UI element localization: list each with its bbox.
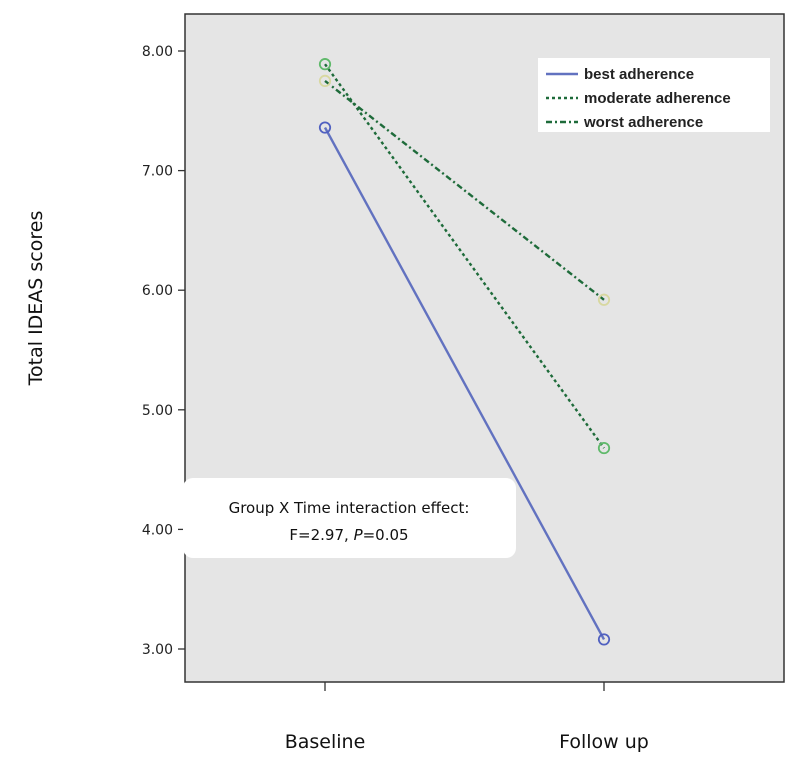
annotation-box [183, 478, 516, 558]
series-3-point-1 [318, 74, 332, 88]
y-axis: 3.00 4.00 5.00 6.00 7.00 8.00 [142, 44, 185, 658]
legend: best adherence moderate adherence worst ad… [538, 58, 770, 132]
series-1-point-1 [318, 121, 332, 134]
y-tick-label: 4.00 [142, 522, 173, 538]
series-2-point-1 [318, 58, 332, 71]
y-axis-label: Total IDEAS scores [25, 211, 47, 387]
legend-box [538, 58, 770, 132]
legend-label: moderate adherence [584, 90, 731, 107]
x-category-label: Baseline [285, 731, 366, 753]
series-2-point-2 [597, 441, 611, 455]
legend-label: worst adherence [583, 114, 703, 131]
y-tick-label: 6.00 [142, 283, 173, 299]
annotation-f: F=2.97, [289, 526, 353, 544]
annotation-line1: Group X Time interaction effect: [229, 499, 470, 517]
series-3-point-2 [597, 293, 611, 306]
annotation-line2: F=2.97, P=0.05 [289, 526, 408, 544]
y-tick-label: 8.00 [142, 44, 173, 60]
annotation: Group X Time interaction effect: F=2.97,… [183, 478, 516, 558]
legend-label: best adherence [584, 66, 694, 83]
y-tick-label: 7.00 [142, 164, 173, 180]
x-category-label: Follow up [559, 731, 649, 753]
series-1-point-2 [597, 633, 611, 646]
y-tick-label: 3.00 [142, 642, 173, 658]
y-tick-label: 5.00 [142, 403, 173, 419]
series-layer [318, 58, 611, 646]
annotation-p: P [354, 526, 364, 544]
x-axis: Baseline Follow up [285, 682, 649, 753]
series-line-2 [324, 63, 605, 449]
series-line-3 [324, 79, 605, 301]
series-line-1 [323, 126, 606, 641]
annotation-p-value: =0.05 [363, 526, 409, 544]
